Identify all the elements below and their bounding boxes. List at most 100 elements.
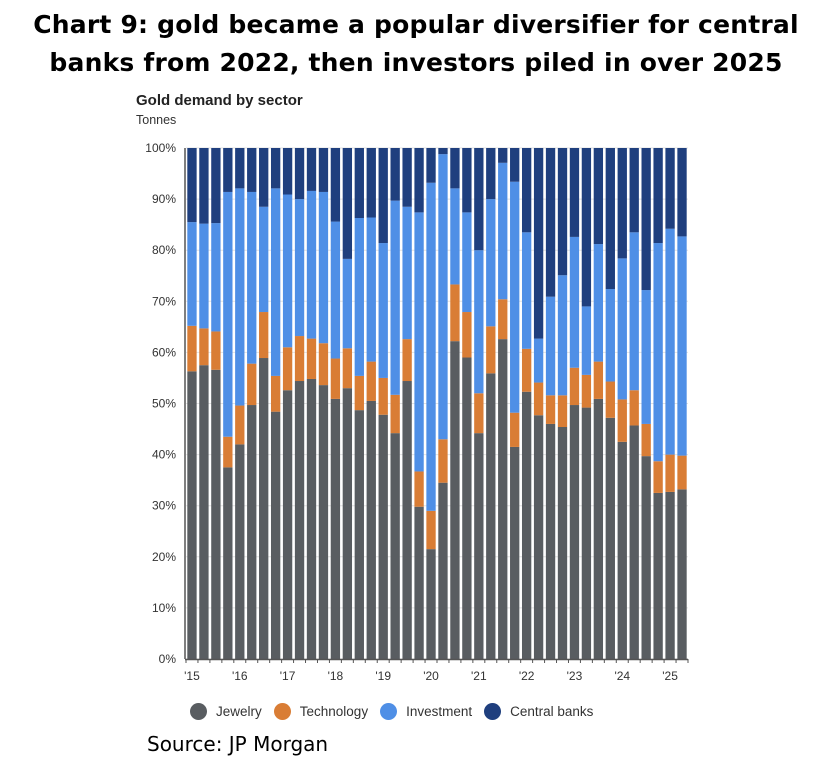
- bars: [187, 148, 687, 659]
- bar-segment-investment: [270, 188, 281, 376]
- x-tick-label: '15: [184, 669, 200, 683]
- bar-segment-investment: [199, 223, 209, 329]
- bar-segment-technology: [474, 393, 484, 434]
- bar-segment-jewelry: [366, 400, 376, 659]
- bar-segment-central-banks: [318, 148, 329, 192]
- x-tick-label: '18: [328, 669, 344, 683]
- bar-segment-central-banks: [533, 148, 544, 339]
- bar-segment-jewelry: [510, 446, 520, 659]
- bar-segment-investment: [593, 244, 604, 362]
- bar-segment-investment: [617, 258, 627, 400]
- bar-segment-central-banks: [330, 148, 341, 222]
- bar-segment-investment: [605, 289, 615, 382]
- bar-segment-investment: [235, 188, 245, 406]
- legend-marker-technology: [273, 703, 291, 720]
- x-tick-label: '24: [614, 669, 630, 683]
- bar-segment-central-banks: [521, 148, 532, 233]
- bar-segment-investment: [342, 258, 353, 349]
- bar-segment-investment: [402, 206, 412, 340]
- bar-segment-central-banks: [282, 148, 293, 195]
- bar-segment-investment: [414, 212, 424, 472]
- bar-segment-investment: [438, 154, 448, 440]
- bar-segment-jewelry: [617, 441, 627, 659]
- bar-segment-technology: [235, 405, 245, 445]
- bar-segment-jewelry: [641, 456, 651, 659]
- bar-segment-technology: [330, 358, 341, 399]
- x-tick-label: '23: [567, 669, 583, 683]
- bar-segment-jewelry: [533, 415, 544, 659]
- bar-segment-investment: [318, 191, 329, 344]
- bar-segment-central-banks: [247, 148, 257, 192]
- bar-segment-jewelry: [378, 414, 388, 659]
- bar-segment-investment: [450, 188, 460, 285]
- legend-label-investment: Investment: [406, 704, 473, 719]
- legend-marker-investment: [380, 703, 398, 720]
- bar-segment-central-banks: [498, 148, 508, 163]
- bar-segment-technology: [653, 461, 663, 493]
- bar-segment-technology: [211, 331, 221, 370]
- bar-segment-investment: [247, 191, 257, 364]
- bar-segment-investment: [533, 338, 544, 383]
- y-tick-label: 50%: [152, 397, 176, 411]
- bar-segment-jewelry: [545, 423, 556, 659]
- bar-segment-jewelry: [342, 388, 353, 659]
- bar-segment-technology: [521, 348, 532, 392]
- bar-segment-investment: [462, 212, 472, 313]
- legend-item-technology: Technology: [273, 703, 368, 720]
- bar-segment-technology: [187, 325, 197, 372]
- bar-segment-technology: [438, 439, 448, 483]
- bar-segment-central-banks: [270, 148, 281, 189]
- bar-segment-jewelry: [354, 410, 364, 659]
- bar-segment-jewelry: [677, 489, 687, 659]
- bar-segment-technology: [533, 382, 544, 416]
- bar-segment-technology: [294, 336, 305, 382]
- bar-segment-investment: [486, 199, 496, 327]
- headline: Chart 9: gold became a popular diversifi…: [0, 6, 832, 82]
- bar-segment-central-banks: [366, 148, 376, 218]
- bar-segment-jewelry: [462, 357, 472, 659]
- bar-segment-investment: [545, 296, 556, 396]
- bar-segment-investment: [378, 243, 388, 378]
- bar-segment-jewelry: [414, 506, 424, 659]
- bar-segment-central-banks: [199, 148, 209, 224]
- bar-segment-jewelry: [438, 482, 448, 659]
- bar-segment-jewelry: [486, 373, 496, 659]
- x-tick-label: '21: [471, 669, 487, 683]
- bar-segment-jewelry: [498, 339, 508, 659]
- headline-line-2: banks from 2022, then investors piled in…: [49, 48, 783, 77]
- bar-segment-central-banks: [390, 148, 400, 201]
- legend-item-central-banks: Central banks: [484, 703, 593, 720]
- bar-segment-jewelry: [653, 492, 663, 659]
- bar-segment-technology: [605, 381, 615, 418]
- y-tick-label: 70%: [152, 294, 176, 308]
- bar-segment-jewelry: [187, 371, 197, 659]
- bar-segment-central-banks: [605, 148, 615, 290]
- bar-segment-jewelry: [282, 390, 293, 659]
- bar-segment-central-banks: [259, 148, 269, 207]
- bar-segment-technology: [354, 375, 364, 411]
- bar-segment-investment: [557, 275, 568, 396]
- bar-segment-jewelry: [330, 398, 341, 659]
- legend-item-jewelry: Jewelry: [190, 703, 262, 720]
- bar-segment-technology: [510, 412, 520, 447]
- bar-segment-technology: [426, 510, 436, 550]
- bar-segment-jewelry: [223, 467, 233, 659]
- bar-segment-jewelry: [199, 365, 209, 659]
- bar-segment-technology: [450, 284, 460, 342]
- chart-title: Gold demand by sector: [136, 92, 303, 109]
- source-note: Source: JP Morgan: [147, 732, 329, 756]
- bar-segment-central-banks: [510, 148, 520, 182]
- y-tick-label: 20%: [152, 550, 176, 564]
- y-tick-label: 10%: [152, 601, 176, 615]
- bar-segment-investment: [366, 217, 376, 362]
- bar-segment-investment: [294, 199, 305, 337]
- bar-segment-jewelry: [521, 391, 532, 659]
- bar-segment-technology: [677, 455, 687, 490]
- bar-segment-jewelry: [474, 433, 484, 659]
- bar-segment-technology: [665, 454, 675, 492]
- bar-segment-investment: [426, 182, 436, 511]
- legend: Jewelry Technology Investment Central ba…: [190, 703, 605, 720]
- bar-segment-central-banks: [187, 148, 197, 223]
- bar-segment-central-banks: [223, 148, 233, 192]
